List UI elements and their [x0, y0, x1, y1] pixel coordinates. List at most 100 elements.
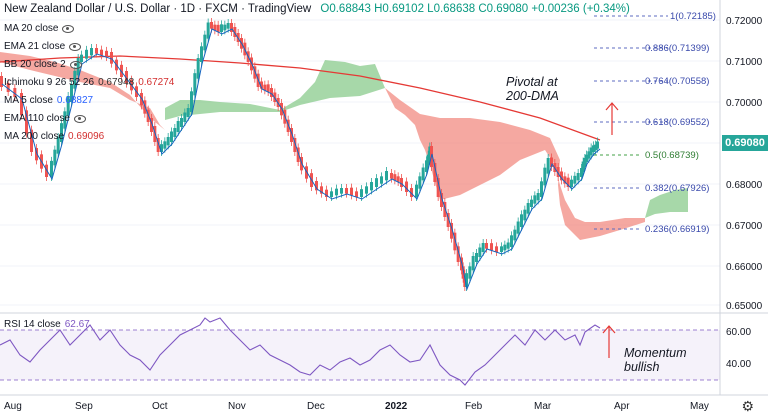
annotation-text: 200-DMA: [506, 89, 559, 103]
candle-body: [550, 157, 553, 167]
time-tick: Dec: [307, 401, 325, 412]
chart-header: New Zealand Dollar / U.S. Dollar · 1D · …: [4, 3, 630, 15]
candle-body: [105, 50, 108, 57]
candle-body: [478, 247, 482, 257]
candle-body: [0, 76, 3, 87]
candle-body: [325, 189, 328, 197]
candle-body: [446, 213, 450, 227]
candle-body: [173, 128, 177, 137]
price-tick: 0.68000: [726, 180, 763, 191]
candle-body: [45, 164, 48, 177]
time-tick: Aug: [4, 401, 22, 412]
candle-body: [471, 256, 475, 271]
candle-body: [570, 179, 573, 187]
candle-body: [170, 131, 173, 142]
candle-body: [183, 112, 187, 122]
candle-body: [85, 49, 88, 59]
eye-icon[interactable]: [69, 42, 82, 51]
time-tick: Nov: [228, 401, 246, 412]
candle-body: [223, 24, 227, 31]
indicator-value: 0.67274: [138, 77, 175, 88]
indicator-label: MA 200 close: [4, 131, 65, 142]
eye-icon[interactable]: [69, 60, 82, 69]
ohlc-readout: O0.68843 H0.69102 L0.68638 C0.69080 +0.0…: [320, 3, 630, 15]
candle-body: [25, 110, 28, 134]
price-tick: 0.67000: [726, 221, 763, 232]
annotation-pivotal: Pivotal at 200-DMA: [506, 75, 559, 103]
candle-body: [166, 137, 170, 146]
indicator-ma5[interactable]: MA 5 close 0.68827: [4, 95, 93, 106]
candle-body: [335, 188, 338, 196]
indicator-ema21[interactable]: EMA 21 close: [4, 41, 82, 52]
candle-body: [576, 173, 580, 181]
candle-body: [35, 148, 38, 161]
annotation-text: bullish: [624, 360, 660, 374]
candle-body: [503, 244, 507, 251]
candle-body: [592, 145, 595, 152]
candle-body: [210, 22, 213, 29]
indicator-ichimoku[interactable]: Ichimoku 9 26 52 26 0.67948 0.67274: [4, 77, 174, 88]
gear-icon[interactable]: ⚙: [741, 398, 754, 414]
time-axis[interactable]: Aug Sep Oct Nov Dec 2022 Feb Mar Apr May: [4, 401, 709, 412]
kumo-bullish: [165, 60, 385, 120]
candle-body: [393, 174, 397, 181]
candle-body: [421, 167, 425, 181]
candle-body: [340, 188, 343, 194]
indicator-ma20[interactable]: MA 20 close: [4, 23, 75, 34]
candle-body: [415, 184, 418, 197]
candle-body: [440, 193, 443, 207]
eye-icon[interactable]: [62, 24, 75, 33]
candle-body: [305, 166, 308, 179]
candle-body: [506, 242, 510, 249]
candle-body: [490, 243, 493, 251]
indicator-ma200[interactable]: MA 200 close 0.69096: [4, 131, 104, 142]
indicator-value: 0.68827: [56, 95, 94, 106]
candle-body: [80, 54, 83, 62]
candle-body: [533, 195, 537, 204]
indicator-ema110[interactable]: EMA 110 close: [4, 113, 86, 124]
candle-body: [370, 182, 373, 191]
time-tick: Oct: [152, 401, 168, 412]
candle-body: [233, 27, 237, 37]
price-axis: 0.72000 0.71000 0.70000 0.68000 0.67000 …: [726, 16, 763, 312]
rsi-label: RSI 14 close: [4, 319, 61, 330]
candle-body: [160, 144, 163, 152]
candle-body: [510, 235, 513, 247]
candle-body: [485, 243, 488, 249]
fib-label-05: 0.5(0.68739): [645, 150, 699, 161]
rsi-band: [0, 330, 720, 380]
candle-body: [581, 161, 585, 172]
candle-body: [163, 141, 167, 149]
candle-body: [495, 246, 498, 252]
candle-body: [396, 176, 400, 182]
candle-body: [481, 243, 485, 252]
eye-icon[interactable]: [73, 114, 86, 123]
rsi-legend[interactable]: RSI 14 close 62.67: [4, 319, 90, 330]
candle-body: [355, 191, 358, 197]
candle-body: [315, 181, 318, 191]
rsi-value: 62.67: [64, 319, 90, 330]
candle-body: [13, 88, 17, 97]
candle-body: [360, 189, 363, 197]
candle-body: [186, 108, 190, 117]
symbol-title[interactable]: New Zealand Dollar / U.S. Dollar · 1D · …: [4, 3, 312, 15]
candle-body: [543, 167, 547, 186]
candle-body: [520, 214, 523, 227]
indicator-label: MA 5 close: [4, 95, 53, 106]
candle-body: [263, 84, 267, 91]
candle-body: [385, 171, 388, 181]
candle-body: [200, 46, 203, 62]
candle-body: [193, 73, 197, 96]
candle-body: [53, 149, 57, 166]
candle-body: [290, 128, 293, 142]
candle-body: [450, 223, 453, 239]
indicator-bb20[interactable]: BB 20 close 2: [4, 59, 82, 70]
candle-body: [468, 266, 472, 279]
candle-body: [475, 253, 478, 262]
candle-body: [110, 52, 113, 64]
annotation-text: Pivotal at: [506, 75, 558, 89]
candle-body: [410, 188, 413, 197]
candle-body: [273, 92, 277, 102]
candle-body: [176, 121, 180, 132]
